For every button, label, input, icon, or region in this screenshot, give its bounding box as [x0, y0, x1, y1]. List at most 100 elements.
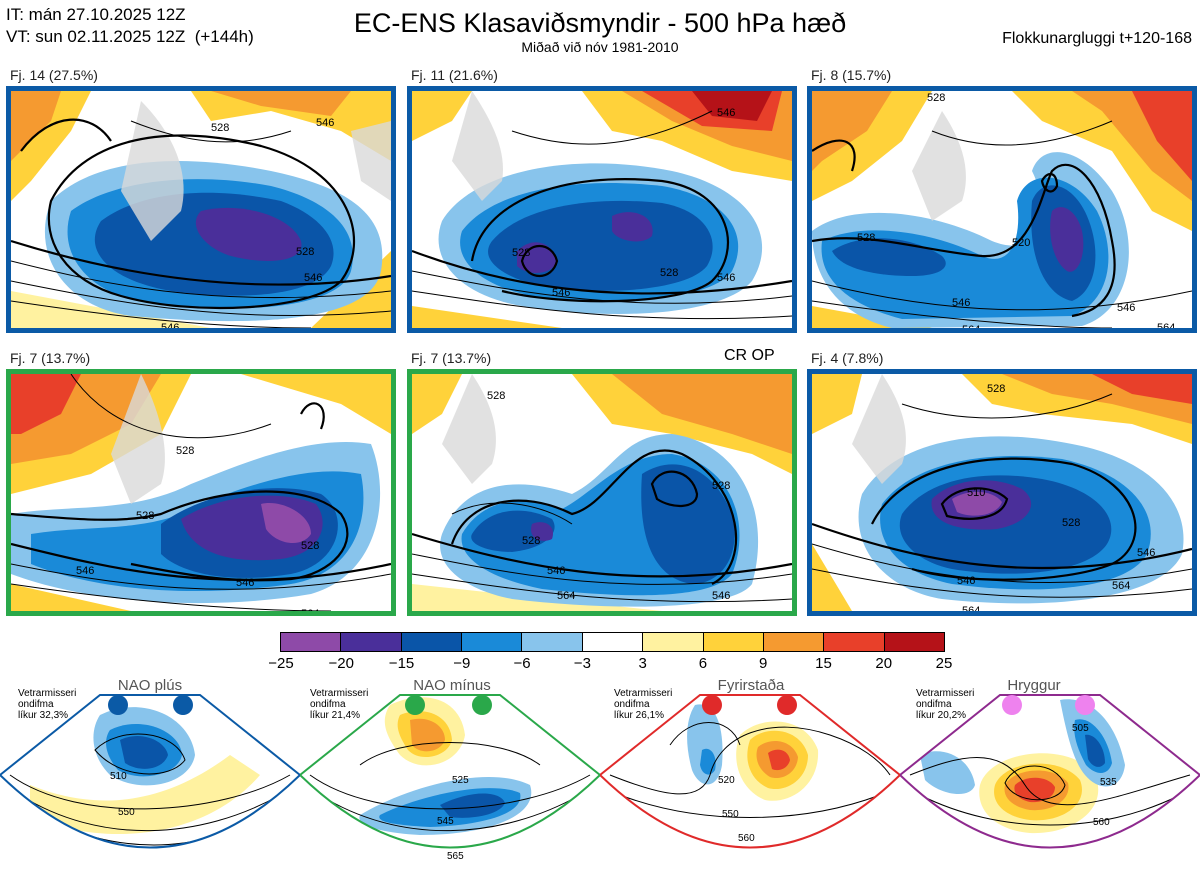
panel-label-2: Fj. 11 (21.6%): [411, 67, 498, 83]
colorbar-tick-label: 9: [759, 655, 768, 672]
colorbar-segment: [281, 633, 341, 651]
regime-marker-dot: [777, 695, 797, 715]
contour-label: 520: [1012, 237, 1030, 249]
colorbar-tick-label: 3: [638, 655, 647, 672]
contour-label: 528: [927, 92, 945, 104]
regime-prob-line: Vetrarmisseri: [310, 688, 369, 699]
colorbar-segment: [521, 633, 582, 651]
colorbar-segment: [461, 633, 522, 651]
colorbar-segment: [642, 633, 703, 651]
regime-contour-label: 510: [110, 771, 127, 782]
contour-label: 528: [1062, 517, 1080, 529]
contour-label: 564: [1157, 322, 1175, 328]
regime-prob-line: líkur 32,3%: [18, 710, 69, 721]
colorbar-tick-label: −20: [328, 655, 354, 672]
regime-ridge: Vetrarmisseri ondifma líkur 20,2% Hryggu…: [900, 675, 1200, 871]
regime-name: NAO plús: [117, 677, 183, 694]
contour-label: 528: [301, 540, 319, 552]
regime-frame: [0, 694, 300, 849]
contour-label: 528: [512, 247, 530, 259]
contour-label: 564: [301, 608, 319, 611]
regime-name: Fyrirstaða: [717, 677, 785, 694]
contour-label: 546: [316, 117, 334, 129]
contour-label: 546: [304, 272, 322, 284]
colorbar-tick-label: −15: [388, 655, 415, 672]
regime-contour-label: 520: [718, 775, 735, 786]
regime-contour-label: 560: [1093, 817, 1110, 828]
colorbar-tick-label: 6: [698, 655, 708, 672]
classification-window: Flokkunargluggi t+120-168: [1002, 30, 1192, 47]
contour-label: 546: [1137, 547, 1155, 559]
colorbar-segment: [702, 633, 763, 651]
contour-label: 528: [176, 445, 194, 457]
contour-label: 564: [962, 605, 980, 611]
contour-label: 528: [987, 383, 1005, 395]
contour-label: 546: [547, 565, 565, 577]
regime-marker-dot: [108, 695, 128, 715]
contour-label: 528: [712, 480, 730, 492]
regime-marker-dot: [702, 695, 722, 715]
contour-label: 564: [962, 324, 980, 328]
regime-marker-dot: [405, 695, 425, 715]
contour-label: 510: [967, 487, 985, 499]
regime-marker-dot: [1002, 695, 1022, 715]
regime-prob-line: líkur 26,1%: [614, 710, 665, 721]
regime-prob-line: ondifma: [916, 699, 952, 710]
regime-contour-label: 545: [437, 816, 454, 827]
cluster-map-3: 528 528 520 546 546 564 564: [807, 86, 1197, 333]
contour-label: 528: [522, 535, 540, 547]
contour-label: 546: [161, 322, 179, 328]
contour-label: 546: [236, 577, 254, 589]
colorbar-tick-label: 25: [935, 655, 953, 672]
page-title: EC-ENS Klasaviðsmyndir - 500 hPa hæð: [353, 8, 847, 38]
regime-name: Hryggur: [1007, 677, 1061, 694]
regime-marker-dot: [1075, 695, 1095, 715]
regime-contour-label: 535: [1100, 777, 1117, 788]
panel-label-3: Fj. 8 (15.7%): [811, 67, 892, 83]
contour-label: 564: [712, 327, 730, 328]
regime-contour-label: 560: [738, 833, 755, 844]
header-times: IT: mán 27.10.2025 12Z VT: sun 02.11.202…: [6, 4, 254, 48]
colorbar: [280, 632, 945, 652]
regime-frame: [900, 694, 1200, 849]
colorbar-segment: [823, 633, 884, 651]
regime-prob-line: Vetrarmisseri: [18, 688, 77, 699]
regime-marker-dot: [173, 695, 193, 715]
valid-time: VT: sun 02.11.2025 12Z (+144h): [6, 27, 254, 46]
contour-label: 564: [1112, 580, 1130, 592]
page-subtitle: Miðað við nóv 1981-2010: [521, 39, 679, 55]
contour-label: 546: [717, 272, 735, 284]
regime-frame: [300, 694, 600, 849]
contour-label: 546: [1117, 302, 1135, 314]
colorbar-segment: [340, 633, 401, 651]
colorbar-tick-label: −25: [268, 655, 294, 672]
colorbar-segment: [762, 633, 824, 651]
colorbar-segment: [883, 633, 944, 651]
panel-label-5: Fj. 7 (13.7%): [411, 350, 492, 366]
regime-name: NAO mínus: [413, 677, 491, 694]
colorbar-tick-label: −9: [453, 655, 471, 672]
contour-label: 546: [717, 107, 735, 119]
colorbar-tick-label: −6: [513, 655, 531, 672]
contour-label: 546: [957, 575, 975, 587]
contour-label: 546: [712, 590, 730, 602]
regime-prob-line: Vetrarmisseri: [614, 688, 673, 699]
regime-contour-label: 525: [452, 775, 469, 786]
regime-prob-line: líkur 20,2%: [916, 710, 967, 721]
regime-contour-label: 565: [447, 851, 464, 862]
cluster-map-2: 546 528 546 528 546 564: [407, 86, 797, 333]
panel-label-6: Fj. 4 (7.8%): [811, 350, 884, 366]
regime-prob-line: Vetrarmisseri: [916, 688, 975, 699]
contour-label: 528: [660, 267, 678, 279]
colorbar-tick-label: 15: [815, 655, 832, 672]
cluster-map-6: 528 510 528 546 546 564 564: [807, 369, 1197, 616]
contour-label: 528: [857, 232, 875, 244]
cluster-map-4: 528 528 528 546 546 564: [6, 369, 396, 616]
contour-label: 564: [241, 327, 259, 328]
regime-frame: [600, 694, 900, 849]
regime-contour-label: 550: [722, 809, 739, 820]
contour-label: 546: [552, 287, 570, 299]
issue-time: IT: mán 27.10.2025 12Z: [6, 5, 186, 24]
contour-label: 546: [76, 565, 94, 577]
colorbar-tick-label: 20: [875, 655, 893, 672]
